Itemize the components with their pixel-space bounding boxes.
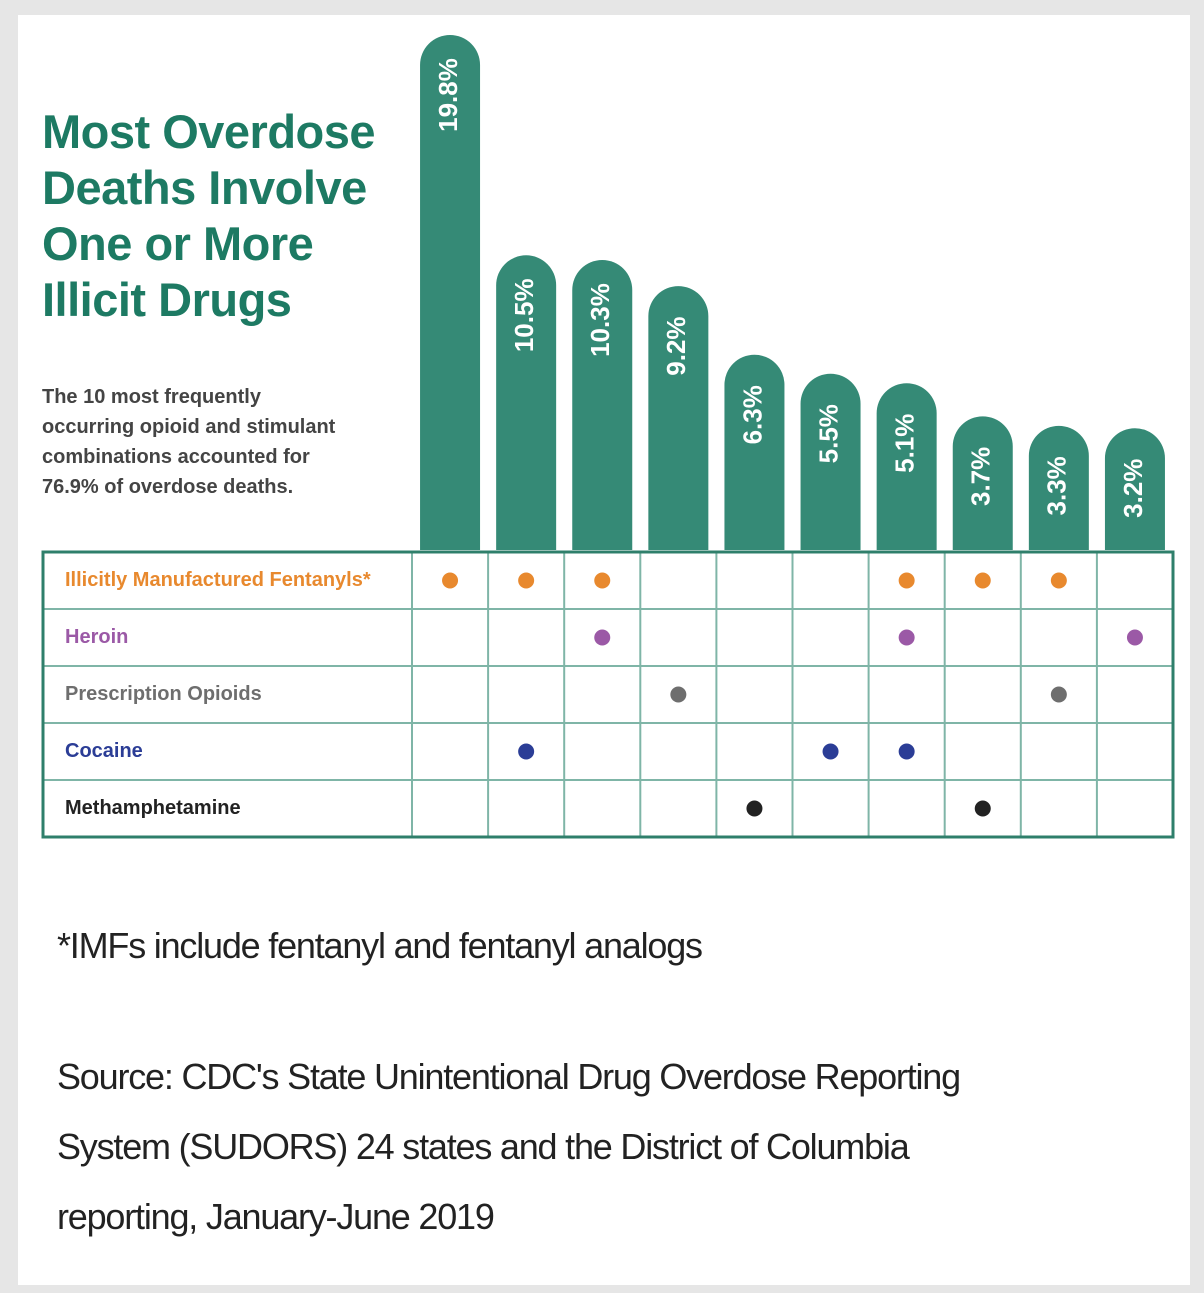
title-line: Illicit Drugs bbox=[42, 273, 292, 326]
dot bbox=[442, 572, 459, 589]
value-label: 10.5% bbox=[509, 278, 539, 352]
value-label: 3.7% bbox=[966, 447, 996, 506]
dot bbox=[518, 572, 535, 589]
title-line: Most Overdose bbox=[42, 105, 376, 158]
value-label: 3.2% bbox=[1118, 459, 1148, 518]
dot bbox=[594, 572, 611, 589]
dot bbox=[1050, 686, 1067, 703]
row-label: Heroin bbox=[65, 626, 128, 648]
title-line: Deaths Involve bbox=[42, 161, 367, 214]
table-border bbox=[41, 550, 1175, 839]
footnote: *IMFs include fentanyl and fentanyl anal… bbox=[57, 925, 703, 966]
subtitle-line: 76.9% of overdose deaths. bbox=[42, 476, 294, 498]
bar bbox=[724, 354, 785, 550]
dot bbox=[518, 743, 535, 760]
dot bbox=[898, 743, 915, 760]
dot bbox=[822, 743, 839, 760]
bar bbox=[800, 373, 861, 550]
row-label: Cocaine bbox=[65, 740, 143, 762]
subtitle-line: The 10 most frequently bbox=[42, 386, 261, 408]
dot bbox=[974, 800, 991, 817]
dot bbox=[898, 572, 915, 589]
title-line: One or More bbox=[42, 217, 314, 270]
row-label: Illicitly Manufactured Fentanyls* bbox=[65, 569, 371, 591]
source-line: Source: CDC's State Unintentional Drug O… bbox=[57, 1056, 961, 1097]
value-label: 10.3% bbox=[585, 283, 615, 357]
chart-title: Most Overdose Deaths Involve One or More Il… bbox=[42, 104, 376, 328]
value-label: 6.3% bbox=[737, 385, 767, 444]
subtitle-line: combinations accounted for bbox=[42, 446, 310, 468]
row-label: Prescription Opioids bbox=[65, 683, 262, 705]
bar bbox=[952, 416, 1013, 550]
source: Source: CDC's State Unintentional Drug O… bbox=[57, 1042, 961, 1252]
source-line: System (SUDORS) 24 states and the Distri… bbox=[57, 1126, 910, 1167]
bar bbox=[496, 255, 557, 551]
card bbox=[18, 15, 1190, 1285]
value-label: 5.5% bbox=[813, 404, 843, 463]
value-label: 3.3% bbox=[1042, 456, 1072, 515]
dot bbox=[746, 800, 763, 817]
value-label: 9.2% bbox=[661, 316, 691, 375]
row-label: Methamphetamine bbox=[65, 797, 241, 819]
dot bbox=[594, 629, 611, 646]
source-line: reporting, January-June 2019 bbox=[57, 1196, 495, 1237]
value-label: 19.8% bbox=[433, 58, 463, 132]
dot bbox=[898, 629, 915, 646]
bar bbox=[420, 35, 481, 551]
bar bbox=[1028, 425, 1089, 550]
bar bbox=[572, 260, 633, 550]
bar bbox=[876, 383, 937, 550]
dot bbox=[1050, 572, 1067, 589]
value-label: 5.1% bbox=[890, 414, 920, 473]
chart-subtitle: The 10 most frequently occurring opioid a… bbox=[42, 382, 335, 502]
chart: 19.8% 10.5% 10.3% 9.2% 6.3% 5.5% 5.1% 3.7% 3.3% 3… bbox=[41, 35, 1175, 839]
dot bbox=[670, 686, 687, 703]
bar bbox=[648, 286, 709, 550]
dot bbox=[1126, 629, 1143, 646]
bar bbox=[1104, 428, 1165, 550]
subtitle-line: occurring opioid and stimulant bbox=[42, 416, 336, 438]
dot bbox=[974, 572, 991, 589]
